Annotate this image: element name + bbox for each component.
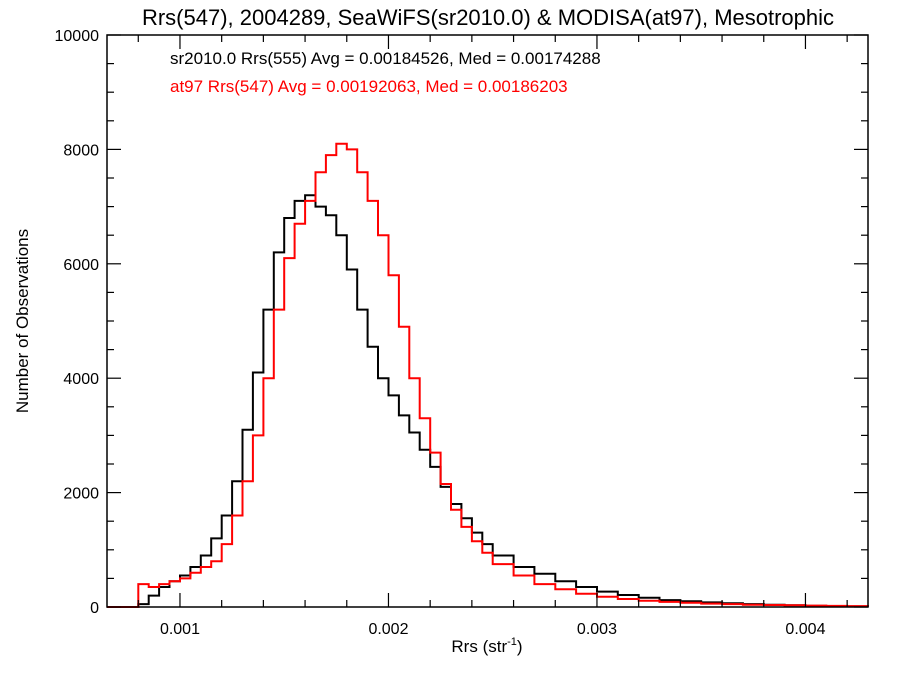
- y-axis-label: Number of Observations: [13, 229, 32, 413]
- series-layer: [107, 142, 869, 608]
- x-tick-label: 0.004: [785, 621, 825, 638]
- stats-annotation-sr2010: sr2010.0 Rrs(555) Avg = 0.00184526, Med …: [170, 49, 601, 68]
- tick-layer: 0.001 0.002 0.003 0.004 0 2000 4000 6000 8000 100…: [55, 28, 868, 638]
- y-tick-label: 0: [90, 600, 99, 617]
- y-tick-label: 10000: [55, 28, 100, 45]
- histogram-series-1: [107, 142, 869, 608]
- x-tick-label: 0.003: [577, 621, 617, 638]
- y-tick-label: 4000: [63, 371, 99, 388]
- x-tick-label: 0.001: [160, 621, 200, 638]
- histogram-series-0: [107, 194, 869, 608]
- x-tick-label: 0.002: [368, 621, 408, 638]
- x-axis-label: Rrs (str-1): [451, 636, 522, 656]
- x-axis-label-main: Rrs (str: [451, 637, 507, 656]
- x-axis-label-superscript: -1: [507, 636, 517, 648]
- chart-title: Rrs(547), 2004289, SeaWiFS(sr2010.0) & M…: [142, 5, 834, 30]
- y-tick-label: 2000: [63, 486, 99, 503]
- y-tick-label: 8000: [63, 142, 99, 159]
- y-tick-label: 6000: [63, 257, 99, 274]
- x-axis-label-end: ): [517, 637, 523, 656]
- stats-annotation-at97: at97 Rrs(547) Avg = 0.00192063, Med = 0.…: [170, 77, 568, 96]
